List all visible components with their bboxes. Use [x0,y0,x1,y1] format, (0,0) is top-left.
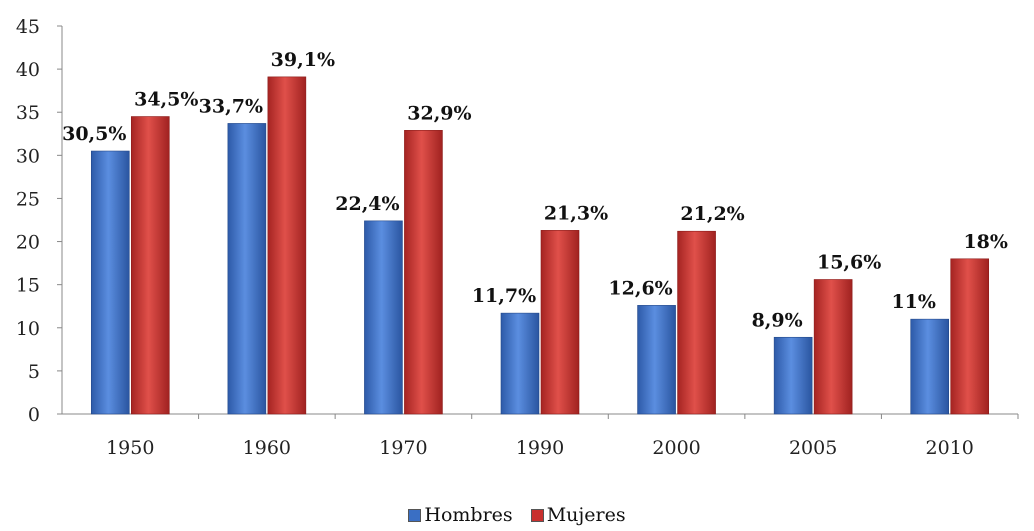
bar-mujeres-1990 [540,230,580,415]
y-tick-label: 30 [16,145,40,167]
data-label-mujeres-1950: 34,5% [134,89,198,111]
data-label-hombres-2000: 12,6% [608,277,672,299]
data-label-mujeres-2000: 21,2% [680,203,744,225]
x-tick-label: 1990 [516,437,564,459]
data-label-hombres-1990: 11,7% [472,285,536,307]
bar-hombres-2010 [910,318,950,415]
data-label-mujeres-2010: 18% [963,231,1008,253]
x-axis: 1950 1960 1970 1990 2000 2005 2010 [62,413,1019,459]
x-tick-label: 2000 [652,437,700,459]
y-tick-label: 35 [16,102,40,124]
bar-mujeres-1970 [404,130,443,415]
data-label-hombres-2010: 11% [891,291,936,313]
x-tick-label: 1950 [106,437,154,459]
y-tick-label: 40 [16,59,40,81]
y-tick-label: 20 [16,232,40,254]
data-label-mujeres-1970: 32,9% [407,102,471,124]
x-tick-label: 2010 [926,437,974,459]
y-tick-label: 15 [16,275,40,297]
y-tick-label: 25 [16,188,40,210]
bar-hombres-1950 [90,150,130,415]
legend-swatch-hombres [408,508,422,522]
y-tick-label: 0 [28,404,40,426]
bar-mujeres-1950 [130,116,170,415]
bar-hombres-1970 [364,220,403,415]
bar-hombres-2005 [773,336,813,415]
data-label-mujeres-1990: 21,3% [544,202,608,224]
bar-hombres-1960 [227,123,267,415]
data-label-hombres-1960: 33,7% [199,95,263,117]
x-tick-label: 2005 [789,437,837,459]
legend-swatch-mujeres [530,508,544,522]
data-labels: 30,5% 34,5% 33,7% 39,1% 22,4% 32,9% 11,7% 21,3%… [62,49,1008,331]
legend-item-mujeres: Mujeres [530,504,626,526]
bar-chart: 0 5 10 15 20 25 30 35 40 45 1950 1960 1970 1990 2000 2… [16,16,1019,459]
bar-mujeres-2010 [950,258,990,415]
y-tick-label: 45 [16,16,40,38]
bar-hombres-1990 [500,312,540,415]
legend-item-hombres: Hombres [408,504,513,526]
data-label-hombres-1970: 22,4% [335,193,399,215]
bar-hombres-2000 [637,305,676,415]
bar-mujeres-2005 [813,279,853,415]
bar-mujeres-2000 [677,230,716,415]
data-label-mujeres-2005: 15,6% [817,251,881,273]
legend-label-mujeres: Mujeres [546,504,626,526]
legend-label-hombres: Hombres [424,504,513,526]
y-tick-label: 5 [28,361,40,383]
data-label-hombres-2005: 8,9% [752,309,803,331]
x-tick-label: 1960 [243,437,291,459]
y-tick-label: 10 [16,318,40,340]
legend: Hombres Mujeres [0,504,1034,527]
bars [90,76,990,415]
data-label-hombres-1950: 30,5% [62,123,126,145]
data-label-mujeres-1960: 39,1% [271,49,335,71]
bar-mujeres-1960 [267,76,307,415]
y-axis: 0 5 10 15 20 25 30 35 40 45 [16,16,63,426]
x-tick-label: 1970 [379,437,427,459]
